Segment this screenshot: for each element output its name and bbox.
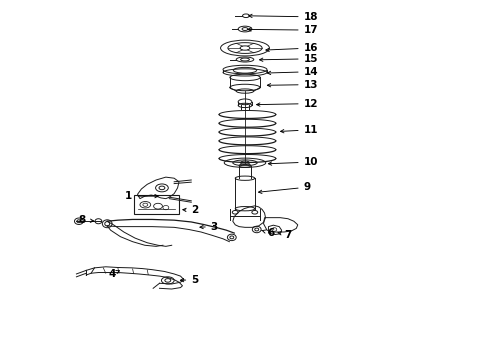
Text: 14: 14 — [268, 67, 318, 77]
Bar — [134, 195, 178, 214]
Text: 16: 16 — [266, 43, 318, 53]
Text: 7: 7 — [278, 230, 292, 239]
Text: 17: 17 — [248, 25, 318, 35]
Text: 18: 18 — [249, 12, 318, 22]
Text: 12: 12 — [257, 99, 318, 109]
Text: 6: 6 — [262, 228, 274, 238]
Text: 15: 15 — [260, 54, 318, 64]
Text: 8: 8 — [79, 215, 94, 225]
Text: 1: 1 — [125, 191, 158, 201]
Text: 11: 11 — [281, 125, 318, 135]
Text: 2: 2 — [183, 206, 198, 216]
Text: 13: 13 — [268, 80, 318, 90]
Text: 3: 3 — [200, 222, 218, 231]
Text: 4: 4 — [108, 269, 120, 279]
Text: 5: 5 — [180, 275, 198, 285]
Text: 9: 9 — [259, 182, 311, 193]
Text: 10: 10 — [269, 157, 318, 167]
